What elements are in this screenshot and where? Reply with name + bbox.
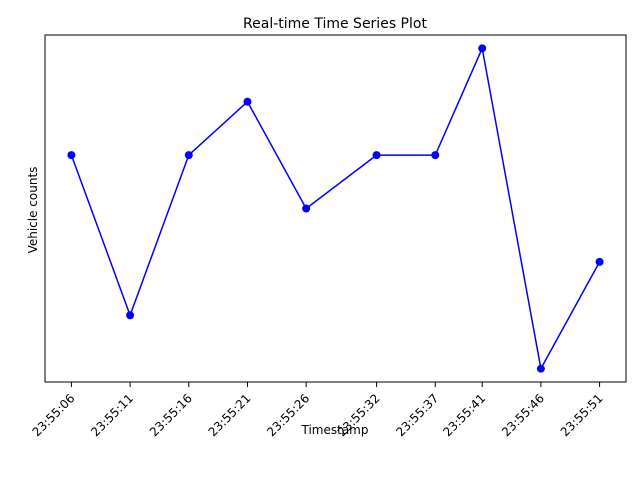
data-series	[67, 44, 604, 373]
data-point	[595, 257, 604, 266]
data-point	[536, 364, 545, 373]
chart-title: Real-time Time Series Plot	[243, 16, 427, 32]
data-point	[478, 44, 487, 53]
data-point	[372, 151, 381, 160]
plot-frame	[44, 34, 627, 383]
data-point	[243, 97, 252, 106]
data-point	[302, 204, 311, 213]
series-line	[70, 47, 601, 370]
data-point	[184, 151, 193, 160]
data-point	[126, 311, 135, 320]
data-point	[431, 151, 440, 160]
data-point	[67, 151, 76, 160]
x-axis-label: Timestamp	[301, 423, 369, 437]
y-axis-label: Vehicle counts	[26, 167, 40, 254]
